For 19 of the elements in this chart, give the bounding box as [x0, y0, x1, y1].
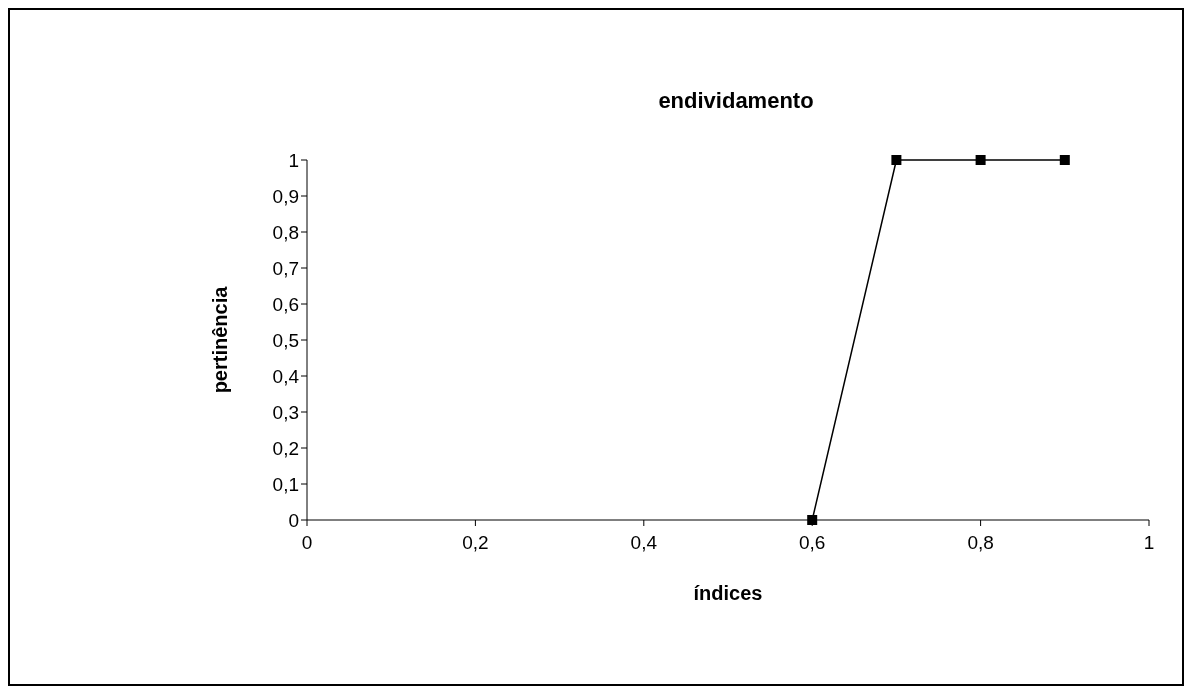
- y-tick-label: 0,3: [272, 401, 299, 423]
- y-tick-label: 0,2: [272, 437, 299, 459]
- x-tick-label: 0,6: [798, 532, 826, 554]
- x-tick-label: 0,8: [967, 532, 994, 554]
- y-tick-label: 0,7: [272, 257, 299, 279]
- y-tick-label: 0,6: [272, 293, 299, 315]
- chart-title: endividamento: [658, 88, 814, 113]
- x-axis-title: índices: [693, 582, 763, 604]
- y-tick-label: 0,5: [272, 329, 299, 351]
- x-tick-label: 0,2: [462, 532, 489, 554]
- y-axis-title: pertinência: [209, 285, 232, 394]
- y-tick-label: 0,1: [272, 473, 299, 495]
- y-tick-label: 0,4: [272, 365, 300, 387]
- x-tick-label: 1: [1143, 532, 1155, 554]
- y-tick-label: 1: [288, 149, 299, 171]
- y-tick-label: 0,9: [272, 185, 299, 207]
- x-tick-label: 0,4: [630, 532, 658, 554]
- y-tick-label: 0,8: [272, 221, 299, 243]
- y-tick-label: 0: [288, 509, 299, 531]
